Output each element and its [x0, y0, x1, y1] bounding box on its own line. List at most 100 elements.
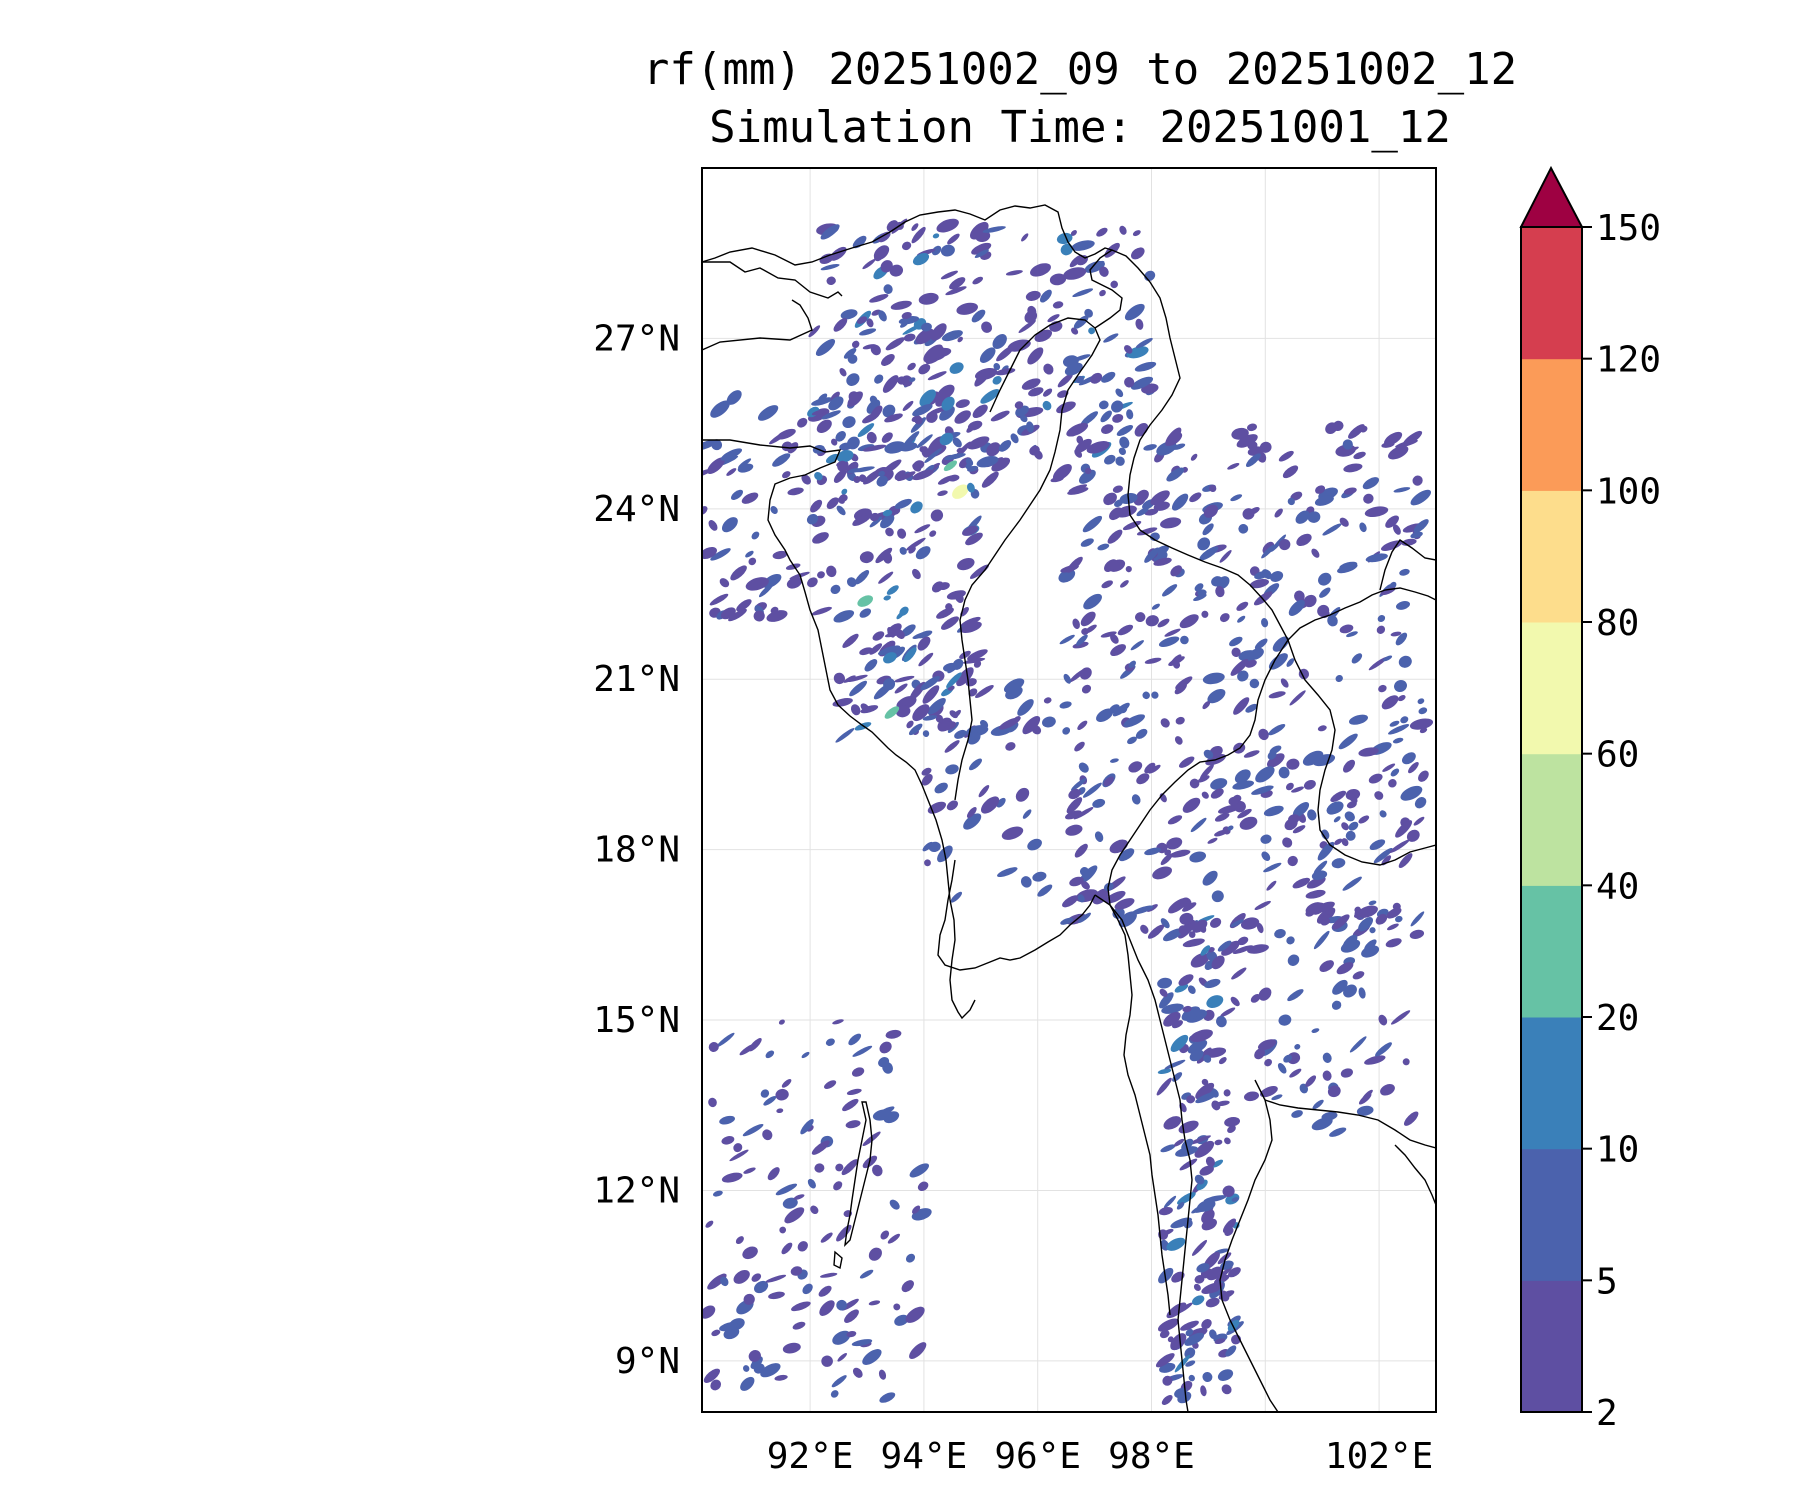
rain-cell: [807, 577, 818, 588]
rain-cell: [1163, 1011, 1181, 1027]
rain-cell: [893, 1303, 901, 1311]
rain-cell: [1007, 722, 1019, 733]
rain-cell: [912, 1205, 921, 1214]
rain-cell: [1219, 613, 1230, 623]
rain-cell: [1166, 1237, 1186, 1251]
rain-cell: [1103, 776, 1114, 787]
rain-cell: [847, 468, 861, 474]
rain-cell: [1257, 1039, 1277, 1051]
rain-cell: [1194, 1174, 1205, 1185]
rain-cell: [731, 489, 743, 501]
rain-cell: [903, 431, 920, 447]
rain-cell: [1144, 657, 1162, 664]
rain-cell: [1251, 785, 1274, 795]
rain-cell: [765, 1050, 775, 1059]
rain-cell: [919, 389, 936, 407]
rain-cell: [1007, 339, 1031, 352]
rain-cell: [1369, 927, 1376, 934]
rain-cell: [768, 1291, 785, 1300]
rain-cell: [767, 1167, 780, 1181]
rain-cell: [846, 1088, 862, 1096]
rain-cell: [1145, 615, 1159, 627]
rain-cell: [874, 254, 882, 262]
rain-cell: [1022, 716, 1041, 735]
rain-cell: [800, 1119, 814, 1135]
rain-cell: [967, 649, 988, 661]
rain-cell: [1242, 508, 1255, 520]
rain-cell: [1027, 838, 1042, 851]
rain-cell: [1406, 829, 1420, 842]
rain-cell: [1200, 1385, 1207, 1397]
colorbar-segment-8: [1521, 227, 1582, 360]
rain-cell: [1112, 485, 1123, 493]
rain-cell: [1080, 411, 1099, 426]
rain-cell: [869, 293, 889, 303]
rain-cell: [836, 1299, 847, 1311]
rain-cell: [1400, 785, 1423, 801]
rain-cell: [960, 621, 982, 634]
rain-cell: [1098, 400, 1109, 410]
border-china-laos-vietnam: [1287, 587, 1436, 641]
rain-cell: [997, 867, 1018, 878]
rain-cell: [952, 484, 969, 499]
rain-cell: [1193, 593, 1207, 602]
rain-cell: [772, 550, 788, 560]
rain-cell: [1375, 1042, 1392, 1057]
rain-cell: [1073, 315, 1089, 329]
colorbar-tick-label-2: 10: [1596, 1130, 1639, 1171]
rain-cell: [831, 438, 838, 446]
rain-cell: [878, 310, 887, 322]
rain-cell: [879, 1041, 892, 1054]
rain-cell: [884, 706, 900, 719]
rain-cell: [741, 492, 759, 504]
rain-cell: [1189, 1049, 1204, 1062]
colorbar-tick-label-6: 80: [1596, 603, 1639, 644]
rain-cell: [1286, 758, 1300, 770]
rain-cell: [1160, 1144, 1176, 1153]
rain-cell: [1225, 1345, 1237, 1357]
rain-cell: [917, 1181, 929, 1192]
rain-cell: [1080, 538, 1094, 547]
rain-cell: [935, 714, 944, 723]
rain-cell: [924, 859, 931, 867]
rain-cell: [1210, 778, 1228, 790]
rain-cell: [960, 616, 981, 627]
rain-cell: [1183, 1219, 1193, 1229]
rain-cell: [1178, 925, 1188, 935]
rain-cell: [965, 458, 974, 466]
rain-cell: [1119, 436, 1130, 449]
rain-cell: [1080, 611, 1096, 627]
rain-cell: [921, 322, 932, 332]
rain-cell: [1361, 945, 1380, 958]
border-myanmar-laos-thai: [1107, 639, 1289, 1316]
rain-cell: [1078, 469, 1096, 484]
rain-cell: [1078, 912, 1091, 923]
rain-region-6: [920, 676, 1072, 903]
rain-cell: [1336, 962, 1354, 975]
rain-cell: [908, 723, 923, 736]
rain-cell: [1397, 695, 1406, 702]
rain-cell: [1214, 812, 1230, 822]
rain-cell: [1158, 1206, 1173, 1216]
rain-region-0: [807, 218, 1159, 488]
rain-cell: [1368, 773, 1383, 784]
rain-cell: [1410, 531, 1423, 539]
border-china-vietnam: [1379, 539, 1436, 591]
rain-cell: [901, 312, 912, 319]
rain-cell: [1220, 1007, 1236, 1017]
rain-cell: [1099, 266, 1109, 277]
rain-cell: [1221, 1384, 1232, 1395]
lat-tick-label-2: 21°N: [593, 659, 680, 700]
rain-cell: [1348, 714, 1369, 725]
rain-cell: [927, 371, 947, 381]
rain-cell: [784, 1207, 805, 1224]
rain-cell: [846, 373, 860, 386]
rain-cell: [801, 474, 811, 485]
rain-cell: [1332, 914, 1350, 930]
rain-cell: [757, 405, 779, 421]
rain-cell: [1178, 756, 1195, 768]
rain-cell: [1231, 647, 1241, 657]
rain-cell: [1249, 578, 1269, 589]
rain-cell: [1398, 655, 1412, 668]
rain-cell: [1221, 940, 1240, 956]
